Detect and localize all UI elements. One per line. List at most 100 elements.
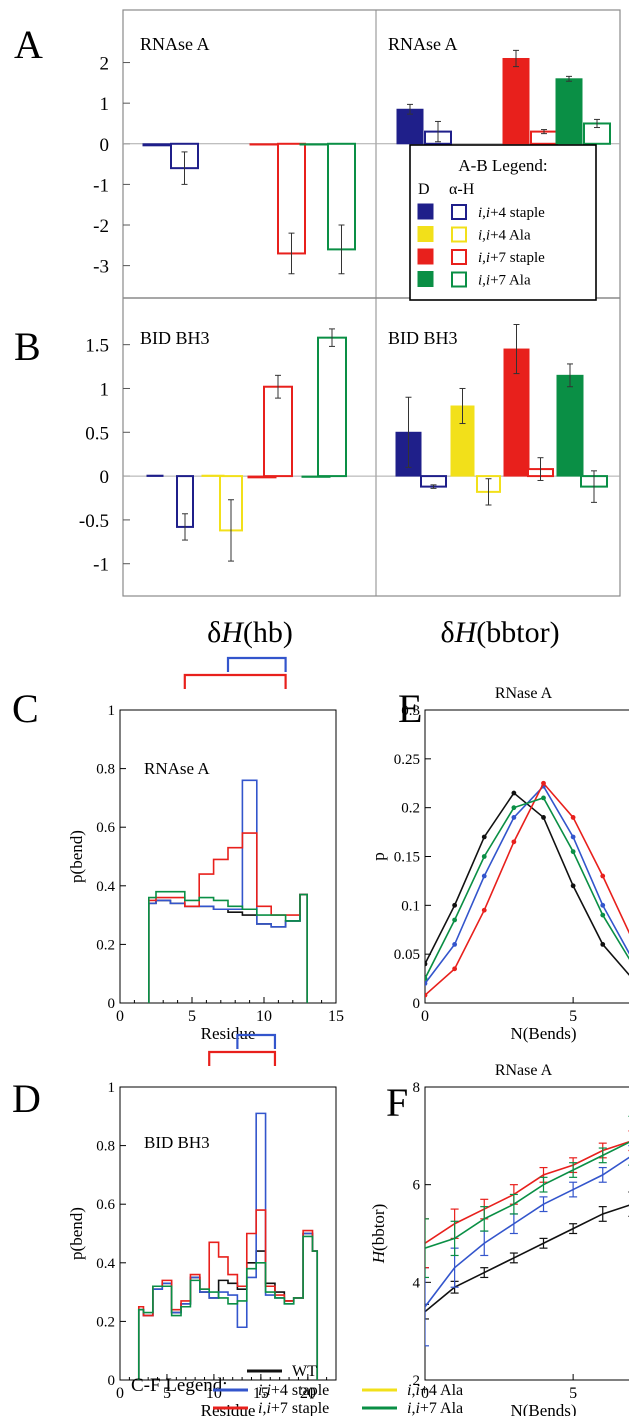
- panel-C: 0 5 10 15 0 0.2 0.4 0.6 0.8 1 C RNAse A Residue p(ben…: [12, 656, 344, 1043]
- panel-label-F: F: [386, 1080, 408, 1125]
- y-tick-label: 0.2: [96, 1314, 115, 1330]
- point-black: [570, 883, 576, 889]
- y-tick-label: 0.1: [401, 898, 420, 914]
- panel-E: 0 5 0 0.05 0.1 0.15 0.2 0.25 0.3E RNase A N(Bends)…: [369, 685, 629, 1043]
- y-tick-label: 1: [108, 1080, 116, 1096]
- panel-label-D: D: [12, 1076, 41, 1121]
- point-red: [570, 815, 576, 820]
- x-tick-label: 10: [256, 1008, 272, 1025]
- point-blue: [452, 942, 458, 947]
- x-tick-label: 0: [116, 1385, 124, 1402]
- x-tick-label: 20: [300, 1385, 316, 1402]
- panel-label-C: C: [12, 686, 39, 731]
- y-tick-label: 0: [108, 1373, 116, 1389]
- y-tick-label: 1: [100, 379, 110, 400]
- y-tick-label: 1.5: [85, 336, 109, 357]
- y-tick-label: -2: [93, 216, 109, 237]
- series-line-red: [425, 781, 629, 996]
- y-tick-label: -3: [93, 257, 109, 278]
- y-tick-label: 0.5: [85, 423, 109, 444]
- point-green: [541, 795, 546, 801]
- chart-title: RNase A: [495, 685, 553, 702]
- point-black: [452, 902, 458, 908]
- ab-legend-title: A-B Legend:: [458, 156, 547, 175]
- axes-frame: [424, 1086, 629, 1381]
- y-tick-label: -0.5: [79, 511, 109, 532]
- y-tick-label: 0: [100, 467, 110, 488]
- point-red: [511, 839, 517, 845]
- y-tick-label: 0.8: [96, 1139, 115, 1155]
- y-tick-label: 0.05: [394, 947, 420, 963]
- point-blue: [570, 834, 576, 840]
- series-group: [425, 1115, 629, 1347]
- point-blue: [481, 873, 487, 879]
- y-tick-label: 0.2: [96, 937, 115, 953]
- y-axis-label: p: [369, 852, 388, 861]
- legend-swatch-filled: [417, 203, 434, 220]
- series-line-green: [425, 1141, 629, 1249]
- x-tick-label: 5: [188, 1008, 196, 1025]
- point-blue: [511, 815, 517, 820]
- point-black: [541, 815, 546, 820]
- point-blue: [425, 981, 428, 986]
- y-tick-label: -1: [93, 555, 109, 576]
- x-tick-label: 5: [163, 1385, 171, 1402]
- x-axis-label: Residue: [201, 1024, 256, 1043]
- y-tick-label: 4: [413, 1275, 421, 1291]
- legend-label: i,i+4 Ala: [478, 228, 531, 244]
- series-line-green: [425, 796, 629, 979]
- series-line-green: [148, 890, 308, 1003]
- point-red: [425, 992, 428, 998]
- x-axis-label: N(Bends): [510, 1401, 576, 1416]
- series-line-black: [425, 1204, 629, 1313]
- y-tick-label: 0: [100, 135, 110, 156]
- y-tick-label: 0.2: [401, 801, 420, 817]
- legend-swatch-filled: [417, 271, 434, 287]
- y-tick-label: 8: [413, 1080, 421, 1096]
- legend-swatch-open: [451, 271, 467, 288]
- ab-legend-col-ah: α-H: [449, 181, 475, 198]
- inner-title: RNAse A: [144, 759, 210, 778]
- panel-label-B: B: [14, 324, 41, 369]
- point-green: [511, 805, 517, 811]
- point-red: [452, 966, 458, 972]
- point-green: [600, 912, 606, 918]
- y-axis-label: p(bend): [67, 1207, 86, 1260]
- y-tick-label: 0: [413, 996, 421, 1012]
- axes-frame: [424, 709, 629, 1004]
- cf-legend-label: i,i+7 staple: [258, 1400, 329, 1416]
- legend-label: i,i+7 Ala: [478, 273, 531, 289]
- left-title: BID BH3: [140, 328, 210, 348]
- y-tick-label: 1: [100, 94, 110, 115]
- y-tick-label: 2: [413, 1373, 421, 1389]
- series-group: [148, 779, 308, 1003]
- series-line-red: [425, 1140, 629, 1244]
- panel-F: 0 5 2 4 6 8F RNase A N(Bends) H(bbtor): [369, 1062, 629, 1416]
- point-green: [481, 854, 487, 859]
- x-tick-label: 15: [253, 1385, 269, 1402]
- y-tick-label: 0: [108, 996, 116, 1012]
- series-line-black: [148, 893, 308, 1003]
- cf-legend-label: i,i+7 Ala: [407, 1400, 463, 1416]
- axes-frame: [119, 1086, 337, 1381]
- axes-frame: [119, 709, 337, 1004]
- ab-legend: A-B Legend: D α-Hi,i+4 staple i,i+4 Ala i,i+…: [409, 144, 597, 301]
- cf-legend-title: C-F Legend:: [131, 1375, 228, 1396]
- x-tick-label: 5: [569, 1008, 577, 1025]
- bar-ah-green: [317, 336, 347, 478]
- series-line-black: [425, 791, 629, 976]
- y-tick-label: -1: [93, 175, 109, 196]
- point-green: [452, 917, 458, 923]
- right-title: RNAse A: [388, 34, 458, 54]
- panel-label-E: E: [398, 686, 422, 731]
- x-tick-label: 15: [328, 1008, 344, 1025]
- bar-d-red: [502, 57, 530, 145]
- bar-ah-red: [263, 385, 293, 478]
- chart-title: RNase A: [495, 1062, 553, 1079]
- bar-d-green: [555, 78, 583, 145]
- y-tick-label: 6: [413, 1178, 421, 1194]
- xlabel-hb: δH(hb): [207, 616, 293, 649]
- y-tick-label: 0.4: [96, 879, 115, 895]
- point-green: [425, 976, 428, 981]
